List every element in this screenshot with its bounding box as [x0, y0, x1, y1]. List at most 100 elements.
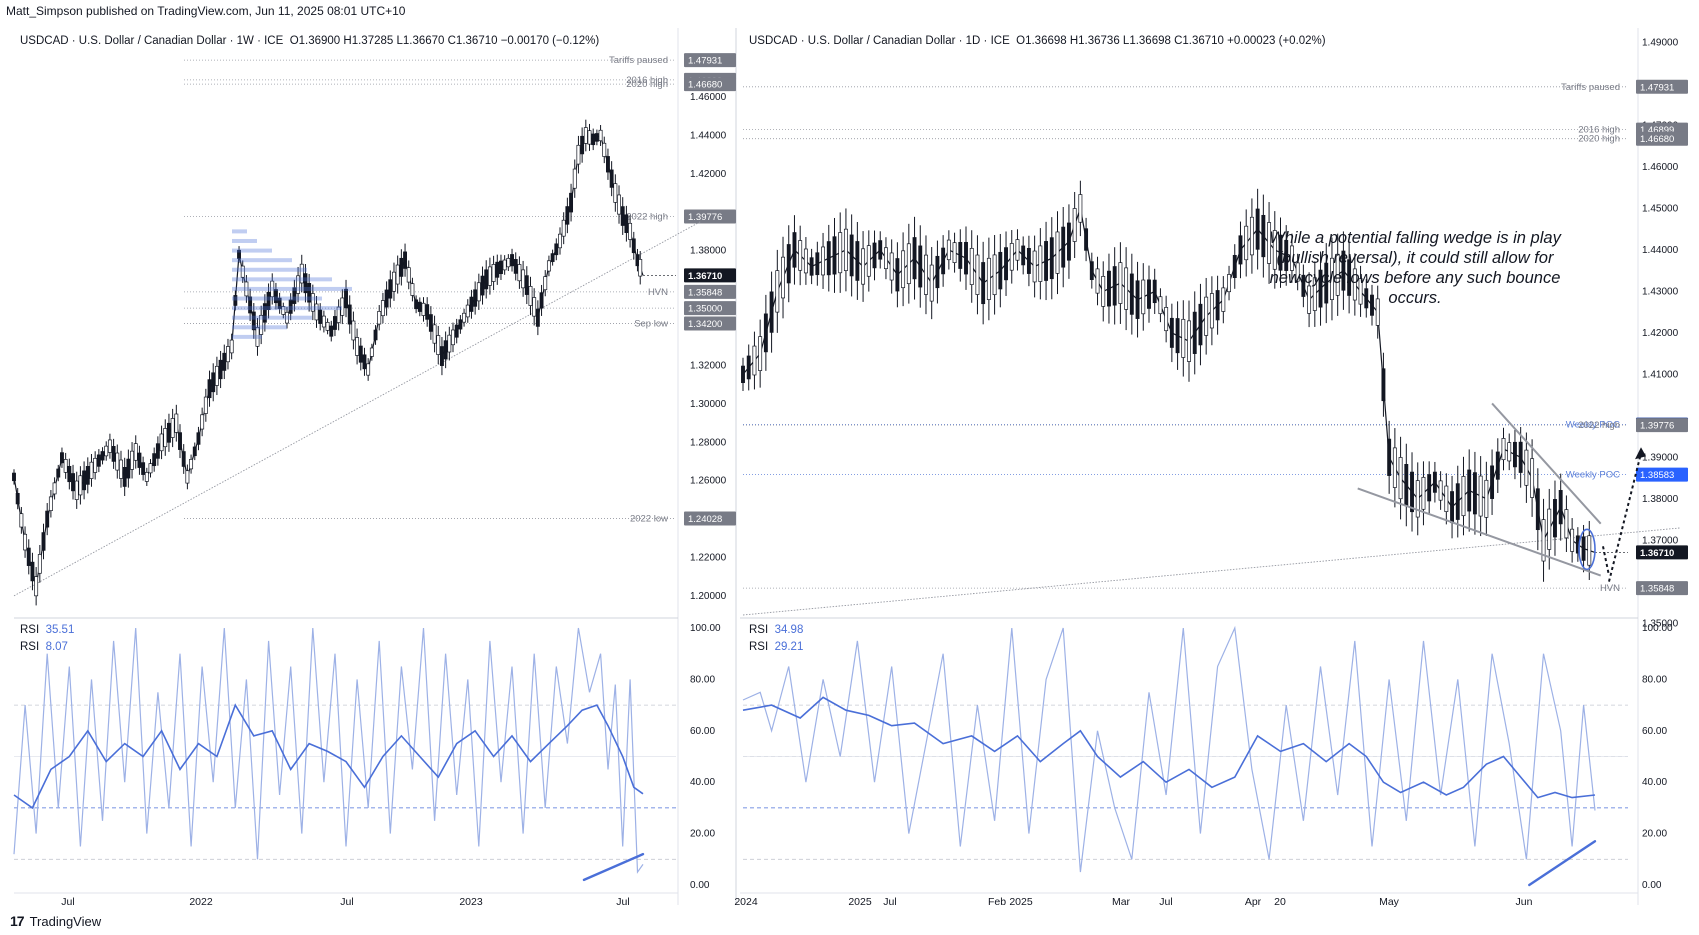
weekly-candle-body [521, 269, 526, 289]
daily-rsi-label-2: RSI 29.21 [749, 641, 803, 653]
weekly-candle-body [262, 303, 267, 323]
daily-candle-body [1095, 268, 1100, 294]
weekly-candle-body [277, 297, 282, 309]
daily-level-badge-text: 1.39776 [1640, 421, 1674, 432]
daily-candle-body [901, 250, 906, 289]
daily-candle-body [1512, 441, 1517, 468]
weekly-price-tick-label: 1.42000 [690, 169, 727, 180]
weekly-candle-body [576, 144, 581, 165]
daily-candle-body [809, 257, 814, 276]
daily-candle-body [826, 241, 831, 276]
daily-candle-body [1181, 318, 1186, 358]
weekly-candle-body [451, 329, 455, 346]
daily-candle-body [1535, 488, 1540, 531]
daily-level-label: Weekly POC [1566, 470, 1620, 481]
weekly-candle-body [174, 413, 179, 433]
weekly-candle-body [546, 260, 551, 272]
daily-time-tick-label: Jun [1516, 896, 1533, 908]
weekly-candle-body [333, 316, 337, 330]
weekly-candle-body [428, 314, 433, 332]
weekly-candle-body [528, 286, 533, 306]
daily-candle-body [1364, 288, 1369, 309]
daily-candle-body [918, 245, 923, 288]
daily-candle-body [1238, 235, 1243, 265]
daily-level-badge-text: 1.47931 [1640, 82, 1674, 93]
weekly-candle-body [233, 295, 238, 306]
weekly-rsi-main-line [13, 703, 644, 810]
daily-candle-body [1261, 214, 1266, 258]
weekly-rsi-tick-label: 100.00 [690, 623, 721, 634]
weekly-candle-body [82, 470, 87, 491]
weekly-candle-body [48, 496, 53, 511]
weekly-price-tick-label: 1.38000 [690, 246, 727, 257]
weekly-candle-body [620, 206, 625, 226]
daily-level-label: HVN [1600, 583, 1620, 594]
weekly-candle-body [26, 547, 31, 566]
daily-title-text: USDCAD · U.S. Dollar / Canadian Dollar ·… [749, 35, 1010, 47]
daily-candle-body [1147, 279, 1151, 309]
weekly-time-tick-label: Jul [61, 896, 74, 908]
weekly-candle-body [229, 339, 234, 354]
daily-candle-body [1124, 267, 1129, 310]
weekly-volume-profile-bar [232, 248, 272, 253]
daily-time-tick-label: May [1379, 896, 1400, 908]
weekly-candle-body [192, 446, 197, 457]
weekly-candle-body [181, 451, 186, 467]
daily-rsi-fast-line [742, 625, 1596, 873]
weekly-candle-body [628, 222, 633, 240]
daily-last-price-text: 1.36710 [1640, 548, 1674, 559]
weekly-candle-body [96, 454, 101, 467]
daily-candle-body [1129, 273, 1134, 315]
weekly-candle-body [403, 251, 407, 269]
daily-candle-body [1461, 476, 1466, 517]
weekly-candle-body [606, 156, 610, 173]
daily-candle-body [1570, 528, 1575, 552]
daily-candle-body [1078, 194, 1083, 223]
weekly-candle-body [439, 346, 444, 366]
weekly-candle-body [159, 433, 164, 452]
daily-candle-body [1421, 476, 1426, 510]
weekly-time-tick-label: 2023 [459, 896, 483, 908]
daily-level-badge-text: 1.46899 [1640, 125, 1674, 136]
daily-price-tick-label: 1.42000 [1642, 328, 1679, 339]
weekly-candle-body [214, 365, 219, 386]
weekly-candle-body [144, 472, 149, 482]
weekly-candle-body [484, 269, 489, 290]
daily-candle-body [1501, 438, 1506, 461]
weekly-candle-body [561, 219, 566, 237]
daily-candle-body [1450, 491, 1454, 524]
weekly-candle-body [34, 576, 39, 597]
weekly-candle-body [591, 133, 596, 146]
daily-candle-body [1026, 247, 1031, 274]
daily-candle-body [1518, 441, 1523, 473]
weekly-rsi-tick-label: 40.00 [690, 777, 715, 788]
tradingview-footer[interactable]: 17 TradingView [10, 913, 101, 929]
daily-candle-body [958, 241, 963, 269]
daily-candle-body [1158, 296, 1163, 315]
daily-candle-body [1490, 465, 1495, 499]
weekly-candle-body [380, 300, 385, 317]
weekly-rsi2-value: 8.07 [45, 641, 68, 653]
weekly-candle-body [137, 452, 142, 468]
weekly-level-badge [684, 53, 736, 68]
daily-candle-body [1284, 239, 1289, 271]
weekly-level-label: 2022 low [630, 514, 668, 525]
daily-candle-body [1358, 278, 1363, 305]
weekly-candle-body [211, 372, 216, 393]
daily-candle-body [1507, 442, 1512, 462]
weekly-volume-profile-bar [232, 229, 247, 234]
daily-candle-body [1278, 234, 1283, 271]
weekly-candle-body [19, 513, 24, 528]
wedge-upper-line [1491, 402, 1602, 525]
daily-candle-body [1055, 231, 1060, 274]
daily-candle-body [1038, 245, 1043, 282]
weekly-time-tick-label: Jul [340, 896, 353, 908]
weekly-candle-body [524, 275, 529, 295]
weekly-candle-body [399, 257, 404, 277]
weekly-candle-body [447, 334, 452, 353]
daily-candle-body [1312, 277, 1317, 311]
daily-candle-body [1415, 480, 1420, 518]
weekly-candle-body [248, 296, 253, 314]
weekly-volume-profile-bar [232, 315, 312, 320]
daily-candle-body [1015, 239, 1020, 261]
